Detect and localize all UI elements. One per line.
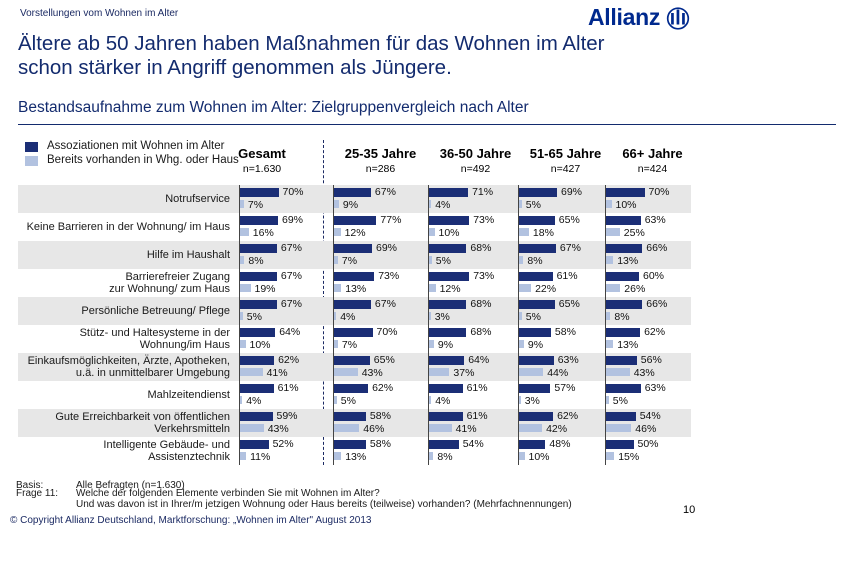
- svg-text:Allianz: Allianz: [588, 4, 660, 30]
